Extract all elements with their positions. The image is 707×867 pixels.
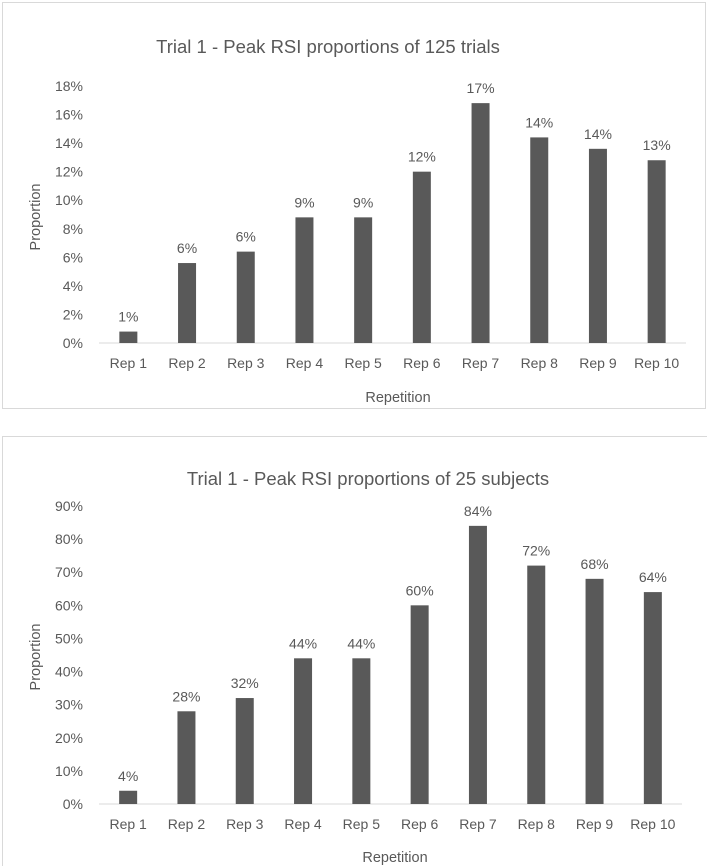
data-label: 1% xyxy=(118,309,138,325)
x-tick-label: Rep 10 xyxy=(634,355,679,371)
bar xyxy=(585,578,604,804)
y-tick-label: 0% xyxy=(63,335,83,351)
data-label: 6% xyxy=(236,229,256,245)
x-tick-label: Rep 1 xyxy=(110,355,148,371)
y-tick-label: 60% xyxy=(55,597,83,613)
bar xyxy=(471,103,490,343)
x-tick-label: Rep 3 xyxy=(226,816,264,832)
x-tick-label: Rep 2 xyxy=(168,355,206,371)
y-tick-label: 50% xyxy=(55,630,83,646)
y-axis-label: Proportion xyxy=(28,624,44,691)
data-label: 68% xyxy=(581,556,609,572)
data-label: 14% xyxy=(584,126,612,142)
bar xyxy=(468,525,487,804)
y-tick-label: 18% xyxy=(55,78,83,94)
bar xyxy=(352,658,371,804)
data-label: 9% xyxy=(294,194,314,210)
x-tick-label: Rep 6 xyxy=(401,816,439,832)
y-tick-label: 8% xyxy=(63,221,83,237)
bar xyxy=(294,658,313,804)
data-label: 60% xyxy=(406,582,434,598)
bar xyxy=(412,171,431,343)
chart-1: Trial 1 - Peak RSI proportions of 125 tr… xyxy=(28,36,686,406)
y-tick-label: 2% xyxy=(63,306,83,322)
bar xyxy=(354,217,373,343)
bar xyxy=(527,565,546,804)
data-label: 4% xyxy=(118,768,138,784)
data-label: 84% xyxy=(464,503,492,519)
data-label: 6% xyxy=(177,240,197,256)
data-label: 44% xyxy=(289,635,317,651)
bar xyxy=(119,790,138,804)
x-tick-label: Rep 4 xyxy=(284,816,322,832)
data-label: 28% xyxy=(172,688,200,704)
y-tick-label: 0% xyxy=(63,796,83,812)
data-label: 9% xyxy=(353,194,373,210)
y-axis-label: Proportion xyxy=(28,184,44,251)
data-label: 12% xyxy=(408,149,436,165)
y-tick-label: 12% xyxy=(55,164,83,180)
data-label: 13% xyxy=(643,137,671,153)
bar xyxy=(647,160,666,343)
y-tick-label: 10% xyxy=(55,192,83,208)
data-label: 44% xyxy=(347,635,375,651)
y-tick-label: 6% xyxy=(63,249,83,265)
x-axis-label: Repetition xyxy=(365,390,430,406)
chart-2: Trial 1 - Peak RSI proportions of 25 sub… xyxy=(28,468,682,866)
y-tick-label: 16% xyxy=(55,107,83,123)
x-axis-label: Repetition xyxy=(362,850,427,866)
bar xyxy=(588,148,607,343)
x-tick-label: Rep 7 xyxy=(459,816,497,832)
chart-title: Trial 1 - Peak RSI proportions of 25 sub… xyxy=(187,468,549,489)
x-tick-label: Rep 10 xyxy=(630,816,675,832)
y-tick-label: 80% xyxy=(55,531,83,547)
x-tick-label: Rep 2 xyxy=(168,816,206,832)
bar xyxy=(530,137,549,343)
x-tick-label: Rep 8 xyxy=(518,816,556,832)
bar xyxy=(643,592,662,804)
y-tick-label: 90% xyxy=(55,498,83,514)
y-tick-label: 4% xyxy=(63,278,83,294)
bar xyxy=(235,698,254,804)
data-label: 14% xyxy=(525,114,553,130)
y-tick-label: 14% xyxy=(55,135,83,151)
data-label: 17% xyxy=(467,80,495,96)
data-label: 72% xyxy=(522,543,550,559)
bar xyxy=(119,331,138,343)
x-tick-label: Rep 1 xyxy=(109,816,147,832)
x-tick-label: Rep 5 xyxy=(343,816,381,832)
y-tick-label: 10% xyxy=(55,763,83,779)
x-tick-label: Rep 4 xyxy=(286,355,324,371)
x-tick-label: Rep 7 xyxy=(462,355,500,371)
x-tick-label: Rep 9 xyxy=(579,355,617,371)
chart-title: Trial 1 - Peak RSI proportions of 125 tr… xyxy=(156,36,500,57)
x-tick-label: Rep 9 xyxy=(576,816,614,832)
chart-panel-1: Trial 1 - Peak RSI proportions of 125 tr… xyxy=(2,2,706,409)
data-label: 32% xyxy=(231,675,259,691)
y-tick-label: 70% xyxy=(55,564,83,580)
data-label: 64% xyxy=(639,569,667,585)
bar xyxy=(410,605,429,804)
y-tick-label: 30% xyxy=(55,697,83,713)
chart-panel-2: Trial 1 - Peak RSI proportions of 25 sub… xyxy=(2,436,707,866)
bar xyxy=(177,711,196,804)
x-tick-label: Rep 6 xyxy=(403,355,441,371)
bar xyxy=(295,217,314,343)
bar xyxy=(178,263,197,343)
x-tick-label: Rep 5 xyxy=(344,355,382,371)
bar xyxy=(236,251,255,343)
x-tick-label: Rep 8 xyxy=(521,355,559,371)
y-tick-label: 20% xyxy=(55,730,83,746)
x-tick-label: Rep 3 xyxy=(227,355,265,371)
y-tick-label: 40% xyxy=(55,664,83,680)
